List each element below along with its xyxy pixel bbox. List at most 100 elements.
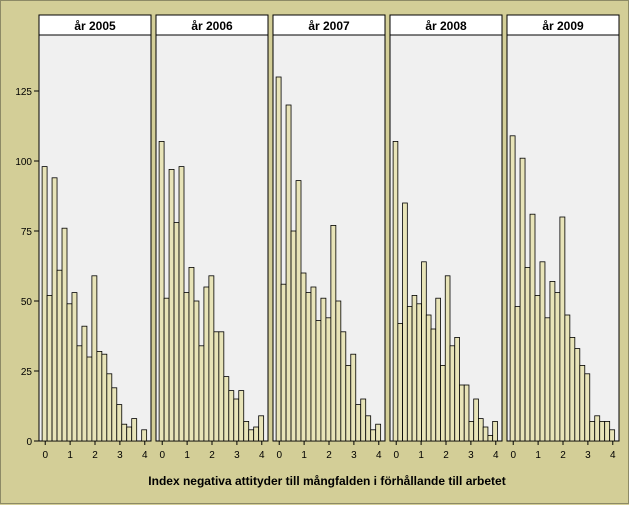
histogram-bar <box>482 426 489 442</box>
panel: år 2009 0 1 2 3 4 <box>506 14 620 461</box>
histogram-bar <box>468 420 475 442</box>
y-tick-label: 25 <box>21 367 33 378</box>
x-tick-label: 0 <box>159 450 165 461</box>
histogram-bar <box>478 418 484 442</box>
histogram-bar <box>340 331 347 442</box>
histogram-bar <box>173 222 180 442</box>
histogram-bar <box>492 420 498 442</box>
x-tick-label: 3 <box>234 450 240 461</box>
histogram-bar <box>370 429 377 442</box>
histogram-bar <box>360 398 367 442</box>
histogram-bar <box>208 275 215 442</box>
y-tick-label: 0 <box>26 437 32 448</box>
histogram-bar <box>609 429 616 442</box>
histogram-bar <box>365 415 372 442</box>
histogram-bar <box>61 227 68 442</box>
histogram-bar <box>141 429 148 442</box>
histogram-bar <box>300 272 307 442</box>
x-tick-label: 3 <box>585 450 591 461</box>
histogram-bar <box>589 420 596 442</box>
histogram-bar <box>487 434 494 442</box>
histogram-bar <box>126 426 133 442</box>
histogram-bar <box>554 292 561 442</box>
histogram-bar <box>325 317 332 442</box>
histogram-bar <box>295 180 302 442</box>
histogram-bar <box>421 261 427 442</box>
histogram-bar <box>163 297 170 442</box>
x-tick-label: 2 <box>443 450 449 461</box>
histogram-bar <box>168 168 175 442</box>
histogram-bar <box>111 387 118 442</box>
histogram-bar <box>56 269 63 442</box>
histogram-bar <box>564 314 571 442</box>
x-axis-label: Index negativa attityder till mångfalden… <box>148 474 505 488</box>
histogram-bar <box>406 306 413 442</box>
histogram-bar <box>463 384 470 442</box>
histogram-bar <box>86 356 93 442</box>
histogram-bar <box>315 320 322 442</box>
histogram-bar <box>594 415 601 442</box>
histogram-bar <box>106 373 113 442</box>
histogram-bar <box>310 286 317 442</box>
histogram-bar <box>76 345 83 442</box>
histogram-bar <box>305 292 312 442</box>
x-tick-label: 1 <box>184 450 190 461</box>
histogram-bar <box>203 286 210 442</box>
histogram-bar <box>193 300 200 442</box>
histogram-bar <box>519 157 526 442</box>
histogram-bar <box>46 294 53 442</box>
histogram-bar <box>375 423 382 442</box>
y-tick-label: 100 <box>15 157 32 168</box>
x-tick-label: 1 <box>301 450 307 461</box>
histogram-bar <box>559 216 566 442</box>
y-tick-label: 75 <box>21 227 33 238</box>
x-tick-label: 4 <box>376 450 382 461</box>
histogram-bar <box>509 135 516 442</box>
histogram-bar <box>248 429 255 442</box>
x-tick-label: 2 <box>326 450 332 461</box>
histogram-bar <box>549 280 556 442</box>
histogram-bar <box>584 373 591 442</box>
x-tick-label: 4 <box>142 450 148 461</box>
x-tick-label: 0 <box>276 450 282 461</box>
panel-title: år 2009 <box>542 19 584 33</box>
histogram-bar <box>320 297 327 442</box>
y-tick-label: 125 <box>15 87 32 98</box>
histogram-bar <box>534 294 541 442</box>
histogram-bar <box>253 426 260 442</box>
histogram-bar <box>280 283 287 442</box>
x-tick-label: 2 <box>560 450 566 461</box>
histogram-bar <box>188 266 195 442</box>
histogram-bar <box>238 390 245 442</box>
x-tick-label: 3 <box>468 450 474 461</box>
histogram-bar <box>459 384 465 442</box>
histogram-bar <box>275 76 282 442</box>
histogram-bar <box>435 297 441 442</box>
histogram-bar <box>355 404 362 442</box>
x-tick-label: 3 <box>117 450 123 461</box>
histogram-bar <box>223 376 230 442</box>
x-tick-label: 1 <box>535 450 541 461</box>
histogram-bar <box>345 364 352 442</box>
histogram-bar <box>350 353 357 442</box>
histogram-bar <box>444 275 451 442</box>
histogram-bar <box>66 303 73 442</box>
panel: år 2005 0 1 2 3 4 <box>38 14 152 461</box>
y-tick-label: 50 <box>21 297 33 308</box>
histogram-bar <box>285 104 292 442</box>
histogram-bar <box>539 261 546 442</box>
x-tick-label: 4 <box>610 450 616 461</box>
histogram-bar <box>416 303 422 442</box>
panel-title: år 2006 <box>191 19 233 33</box>
panel: år 2006 0 1 2 3 4 <box>155 14 269 461</box>
histogram-bar <box>81 325 88 442</box>
histogram-bar <box>529 213 536 442</box>
x-tick-label: 0 <box>42 450 48 461</box>
histogram-bar <box>290 230 297 442</box>
histogram-bar <box>330 224 337 442</box>
histogram-bar <box>544 317 551 442</box>
histogram-bar <box>213 331 220 442</box>
y-axis: 0 25 50 75 100 125 <box>15 87 39 448</box>
histogram-bar <box>402 202 408 442</box>
histogram-bar <box>121 423 128 442</box>
